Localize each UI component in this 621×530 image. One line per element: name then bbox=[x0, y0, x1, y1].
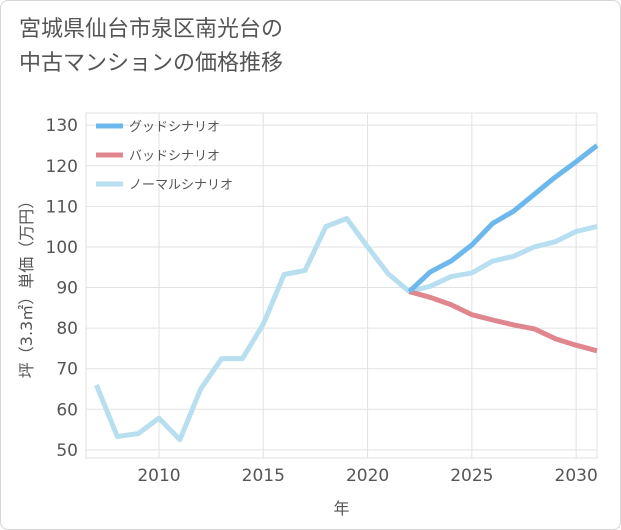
y-tick-label: 130 bbox=[46, 116, 78, 136]
chart-title: 宮城県仙台市泉区南光台の 中古マンションの価格推移 bbox=[19, 13, 579, 81]
x-tick-label: 2025 bbox=[450, 466, 493, 486]
y-tick-label: 100 bbox=[46, 238, 78, 258]
x-tick-label: 2015 bbox=[242, 466, 285, 486]
axes: 50 60 70 80 90 100 110 120 130 2010 2015 2020 2025 20… bbox=[46, 116, 598, 486]
y-tick-label: 80 bbox=[56, 319, 78, 339]
legend-label-1: バッドシナリオ bbox=[129, 149, 220, 164]
y-tick-label: 60 bbox=[56, 400, 78, 420]
x-tick-label: 2020 bbox=[346, 466, 389, 486]
chart-title-line-1: 宮城県仙台市泉区南光台の bbox=[19, 17, 284, 42]
chart-title-line-2: 中古マンションの価格推移 bbox=[19, 51, 284, 76]
legend-label-2: ノーマルシナリオ bbox=[129, 178, 233, 193]
series-line-2 bbox=[94, 216, 598, 443]
x-axis-label: 年 bbox=[333, 499, 349, 518]
y-tick-label: 70 bbox=[56, 360, 78, 380]
y-axis-label: 坪（3.3㎡）単価（万円） bbox=[17, 193, 36, 378]
x-tick-label: 2010 bbox=[137, 466, 180, 486]
legend-label-0: グッドシナリオ bbox=[129, 120, 220, 135]
x-tick-label: 2030 bbox=[555, 466, 598, 486]
y-tick-label: 120 bbox=[46, 157, 78, 177]
series-line-0 bbox=[407, 143, 599, 294]
y-tick-label: 110 bbox=[46, 197, 78, 217]
y-tick-label: 50 bbox=[56, 441, 78, 461]
plot-frame bbox=[85, 112, 598, 459]
series-lines bbox=[94, 143, 599, 443]
series-line-1 bbox=[408, 289, 598, 354]
gridlines bbox=[85, 112, 598, 459]
y-tick-label: 90 bbox=[56, 279, 78, 299]
